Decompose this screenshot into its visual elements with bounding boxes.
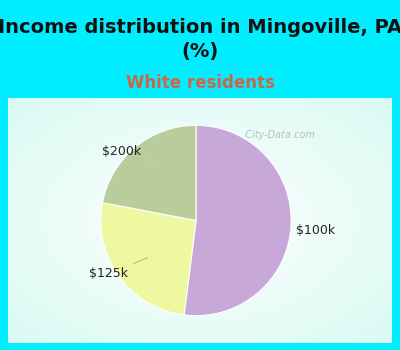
- Wedge shape: [184, 125, 291, 316]
- Text: City-Data.com: City-Data.com: [239, 130, 315, 140]
- Text: $125k: $125k: [89, 258, 148, 280]
- Text: White residents: White residents: [126, 74, 274, 92]
- Text: Income distribution in Mingoville, PA
(%): Income distribution in Mingoville, PA (%…: [0, 18, 400, 61]
- Wedge shape: [102, 125, 196, 220]
- Wedge shape: [101, 203, 196, 315]
- Text: $100k: $100k: [267, 224, 335, 237]
- Text: $200k: $200k: [102, 146, 157, 163]
